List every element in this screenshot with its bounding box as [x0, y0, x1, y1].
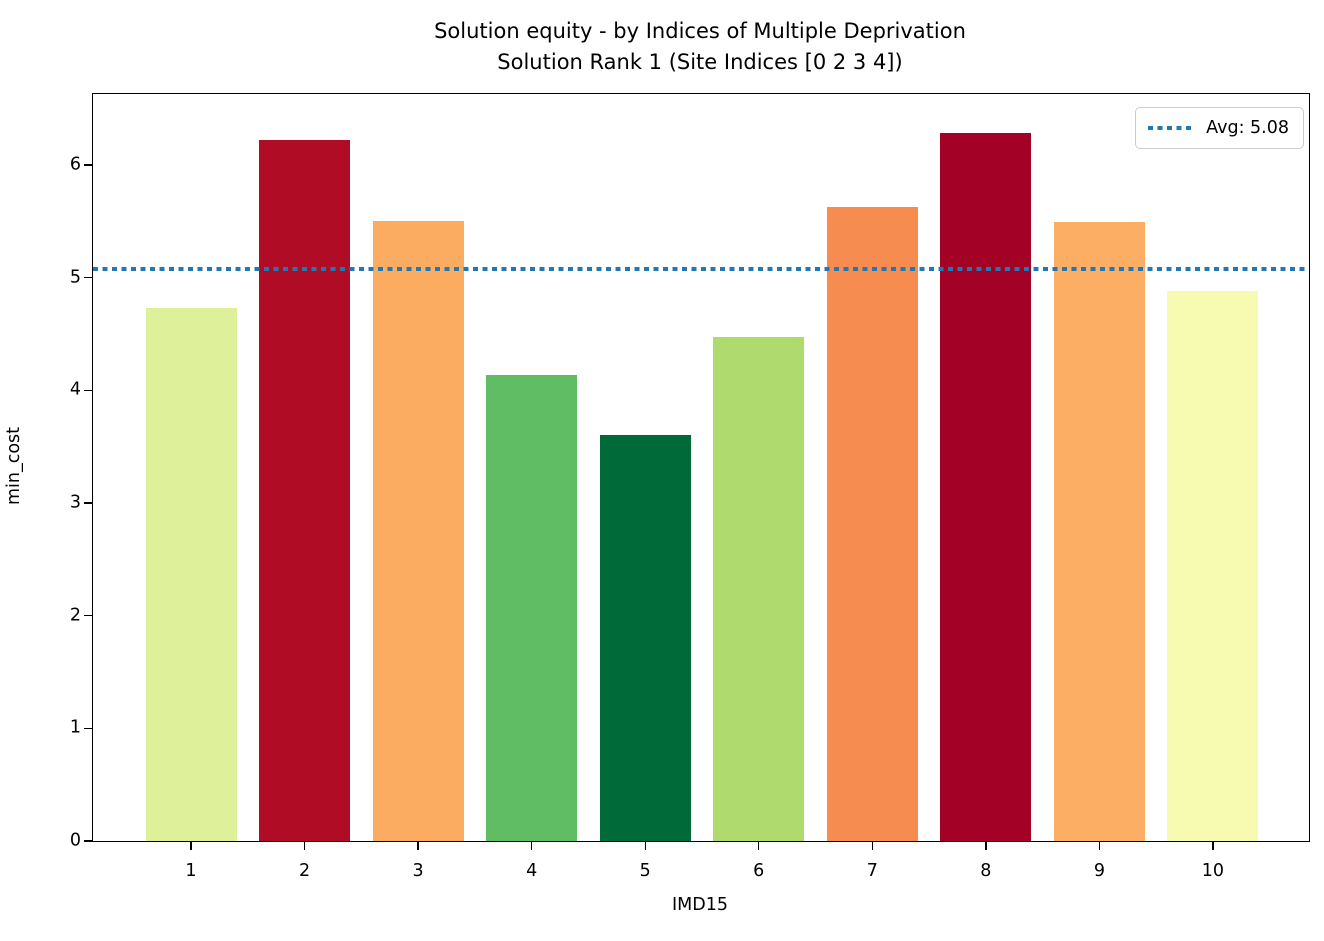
- x-tick-label-3: 3: [412, 861, 424, 881]
- x-tick-mark-9: [1098, 842, 1101, 850]
- y-tick-label-0: 0: [69, 830, 81, 851]
- y-tick-label-3: 3: [69, 492, 81, 513]
- legend-label: Avg: 5.08: [1206, 118, 1289, 138]
- bar-imd-2: [259, 140, 351, 841]
- x-tick-label-8: 8: [980, 861, 992, 881]
- bar-imd-3: [372, 221, 464, 841]
- bar-imd-5: [599, 435, 691, 841]
- y-tick-label-6: 6: [69, 154, 81, 175]
- bar-imd-4: [486, 374, 578, 841]
- y-tick-label-1: 1: [69, 717, 81, 738]
- bar-imd-1: [145, 308, 237, 841]
- y-tick-mark-3: [84, 502, 92, 504]
- legend-dotted-line-icon: [1148, 126, 1193, 130]
- y-tick-label-4: 4: [69, 379, 81, 400]
- x-tick-mark-7: [871, 842, 873, 850]
- bar-imd-7: [826, 206, 918, 841]
- plot-area: 0 1 2 3 4 5 6 1 2 3 4 5 6 7 8 9 10 Avg: 5.08: [70, 93, 1310, 881]
- x-tick-mark-5: [644, 842, 646, 850]
- y-axis-label: min_cost: [4, 426, 24, 506]
- bar-imd-8: [940, 133, 1032, 841]
- y-tick-mark-6: [84, 164, 92, 166]
- x-tick-label-9: 9: [1093, 861, 1105, 881]
- x-tick-label-1: 1: [185, 861, 197, 881]
- x-tick-mark-2: [303, 842, 306, 850]
- chart-title-block: Solution equity - by Indices of Multiple…: [92, 16, 1308, 78]
- bar-imd-10: [1167, 291, 1259, 841]
- chart-subtitle: Solution Rank 1 (Site Indices [0 2 3 4]): [497, 50, 903, 74]
- x-tick-label-4: 4: [526, 861, 538, 881]
- x-tick-label-2: 2: [298, 861, 311, 881]
- x-axis-label: IMD15: [671, 895, 728, 915]
- x-tick-label-10: 10: [1201, 861, 1225, 881]
- x-tick-mark-8: [985, 842, 987, 850]
- y-tick-mark-0: [84, 840, 92, 842]
- x-tick-label-6: 6: [753, 861, 765, 881]
- x-tick-mark-6: [758, 842, 760, 850]
- legend: Avg: 5.08: [1135, 107, 1304, 149]
- y-tick-mark-2: [84, 614, 92, 617]
- x-tick-mark-10: [1212, 842, 1214, 850]
- x-tick-mark-4: [530, 842, 533, 850]
- bar-imd-9: [1053, 222, 1145, 841]
- average-line: [93, 266, 1309, 271]
- bar-imd-6: [713, 337, 805, 841]
- y-tick-label-5: 5: [69, 267, 81, 288]
- y-tick-mark-1: [84, 727, 92, 730]
- y-tick-label-2: 2: [69, 605, 81, 626]
- x-tick-label-7: 7: [866, 861, 878, 881]
- x-tick-label-5: 5: [639, 861, 651, 881]
- chart-title: Solution equity - by Indices of Multiple…: [434, 19, 966, 43]
- y-tick-mark-5: [84, 276, 92, 279]
- x-tick-mark-3: [417, 842, 419, 850]
- y-tick-mark-4: [84, 389, 92, 391]
- x-tick-mark-1: [190, 842, 192, 850]
